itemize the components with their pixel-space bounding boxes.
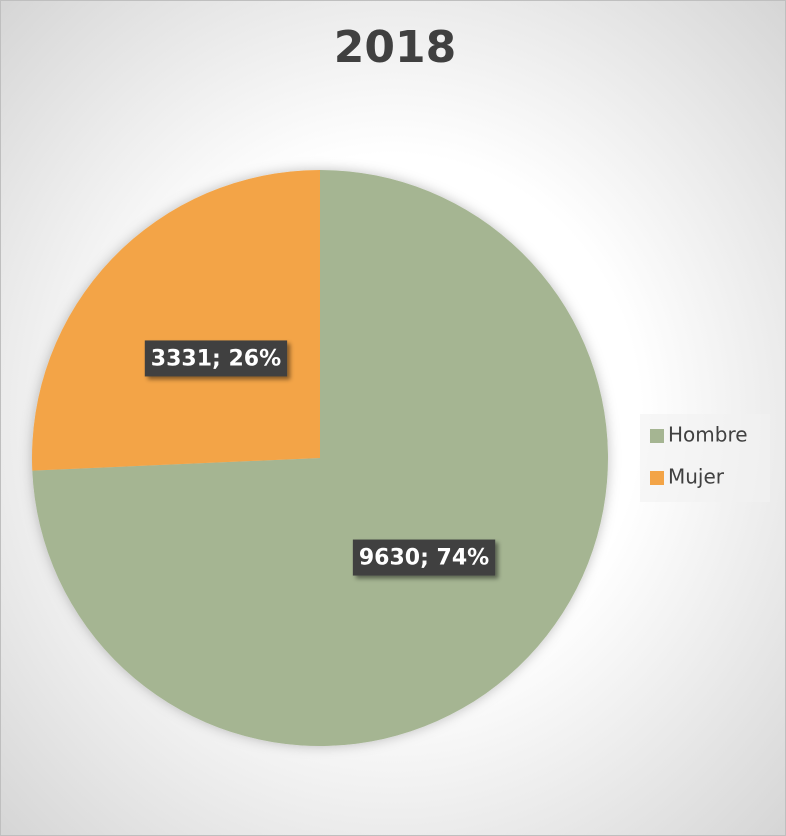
legend-swatch <box>650 429 664 443</box>
data-label-box <box>352 539 496 576</box>
pie <box>31 170 609 746</box>
data-label-text: 9630; 74% <box>359 546 489 571</box>
pie-slice <box>32 170 609 746</box>
legend-background <box>640 414 770 502</box>
data-label: 9630; 74% <box>352 539 496 576</box>
data-label: 3331; 26% <box>144 340 288 377</box>
legend-swatch <box>650 471 664 485</box>
pie-slice <box>31 170 320 471</box>
chart-title: 2018 <box>334 22 456 73</box>
legend-label: Mujer <box>668 465 725 489</box>
data-label-text: 3331; 26% <box>151 346 281 371</box>
data-label-box <box>144 340 288 377</box>
legend-label: Hombre <box>668 423 748 447</box>
